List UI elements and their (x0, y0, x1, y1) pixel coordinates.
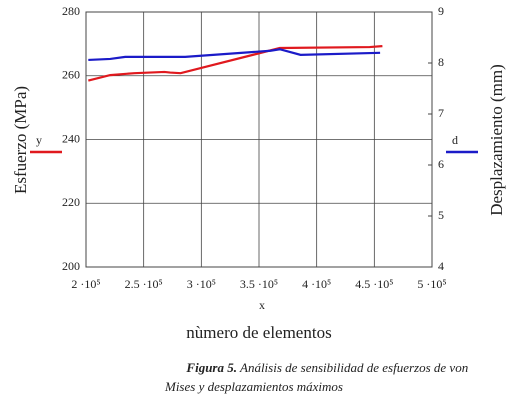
x-tick-label: 4.5 ·10⁵ (355, 277, 393, 291)
y-tick-label: 280 (62, 4, 80, 18)
y2-tick-label: 4 (438, 259, 444, 273)
y2-tick-label: 9 (438, 4, 444, 18)
x-tick-label: 3 ·10⁵ (187, 277, 216, 291)
y-tick-label: 240 (62, 131, 80, 145)
series-line (88, 48, 381, 62)
y-tick-label: 260 (62, 68, 80, 82)
caption-label: Figura 5. (185, 360, 237, 375)
x-tick-label: 2 ·10⁵ (71, 277, 100, 291)
y-tick-label: 200 (62, 259, 80, 273)
x-tick-label: 2.5 ·10⁵ (125, 277, 163, 291)
y-axis-label: Esfuerzo (MPa) (11, 86, 30, 194)
series-line (88, 45, 383, 82)
caption-line: Mises y desplazamientos máximos (164, 379, 343, 394)
x-tick-label: 3.5 ·10⁵ (240, 277, 278, 291)
y2-axis-label: Desplazamiento (mm) (487, 64, 506, 216)
y-tick-label: 220 (62, 195, 80, 209)
x-axis-title: nùmero de elementos (186, 323, 331, 342)
y2-tick-label: 8 (438, 55, 444, 69)
x-tick-label: 4 ·10⁵ (302, 277, 331, 291)
x-tick-label: 5 ·10⁵ (417, 277, 446, 291)
caption-line: Análisis de sensibilidad de esfuerzos de… (239, 360, 468, 375)
plot-frame (85, 11, 433, 268)
y2-tick-label: 5 (438, 208, 444, 222)
y2-tick-label: 7 (438, 106, 444, 120)
legend-label: y (36, 133, 42, 147)
legend-label: d (452, 133, 458, 147)
x-axis-label: x (259, 298, 265, 312)
y2-tick-label: 6 (438, 157, 444, 171)
